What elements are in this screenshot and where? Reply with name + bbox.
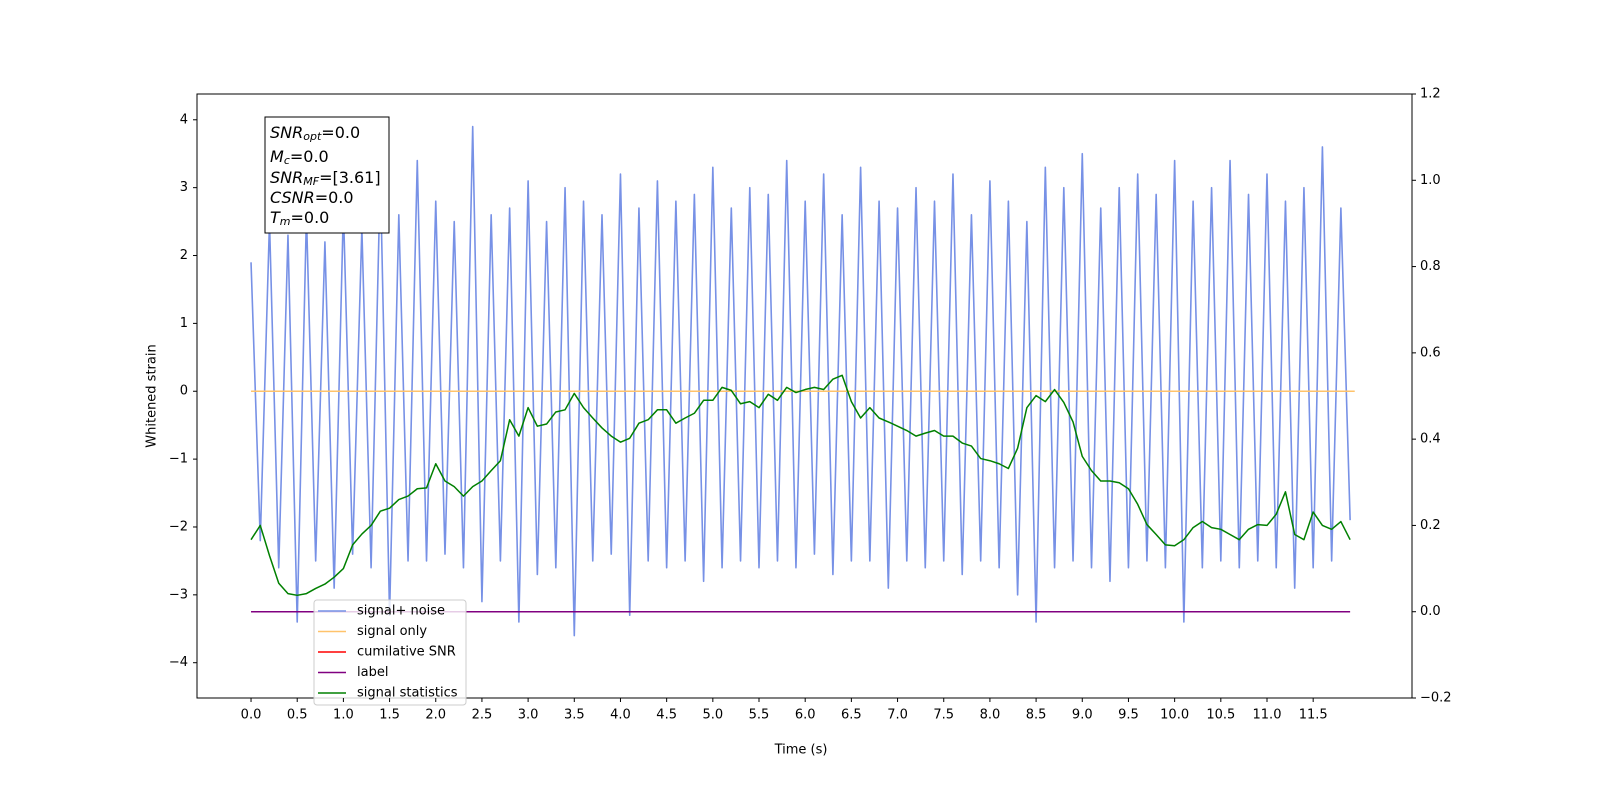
y2-tick-label: 1.2 bbox=[1420, 87, 1441, 102]
y2-tick-label: 0.6 bbox=[1420, 345, 1441, 360]
y-tick-label: −2 bbox=[169, 519, 188, 534]
axes-frame bbox=[196, 93, 1413, 699]
x-tick-label: 6.0 bbox=[795, 708, 816, 723]
annotation-symbol: CSNR bbox=[270, 188, 315, 207]
annotation-subscript: MF bbox=[303, 175, 319, 188]
legend: signal+ noise signal only cumilative SNR la… bbox=[313, 599, 467, 706]
x-tick-label: 4.0 bbox=[610, 708, 631, 723]
legend-label: signal only bbox=[357, 624, 427, 639]
x-axis-label: Time (s) bbox=[774, 743, 828, 758]
y2-tick-label: 0.4 bbox=[1420, 432, 1441, 447]
x-tick-label: 10.0 bbox=[1160, 708, 1189, 723]
x-tick-label: 2.5 bbox=[472, 708, 493, 723]
annotation-subscript: opt bbox=[303, 130, 322, 143]
x-tick-label: 4.5 bbox=[656, 708, 677, 723]
annotation-value: =0.0 bbox=[315, 188, 354, 207]
annotation-line: Mc=0.0 bbox=[270, 147, 329, 168]
annotation-subscript: m bbox=[280, 215, 291, 228]
x-tick-label: 9.5 bbox=[1118, 708, 1139, 723]
x-tick-label: 1.0 bbox=[333, 708, 354, 723]
annotation-value: =[3.61] bbox=[319, 168, 381, 187]
annotation-line: Tm=0.0 bbox=[270, 208, 329, 229]
annotation-symbol: SNR bbox=[270, 123, 303, 142]
x-tick-label: 9.0 bbox=[1072, 708, 1093, 723]
y-tick-label: 4 bbox=[180, 112, 188, 127]
y2-tick-label: 0.8 bbox=[1420, 259, 1441, 274]
legend-label: cumilative SNR bbox=[357, 645, 456, 660]
x-tick-label: 11.5 bbox=[1299, 708, 1328, 723]
x-tick-label: 3.5 bbox=[564, 708, 585, 723]
x-tick-label: 0.0 bbox=[241, 708, 262, 723]
x-tick-label: 8.5 bbox=[1026, 708, 1047, 723]
y-tick-label: 2 bbox=[180, 248, 188, 263]
x-tick-label: 5.5 bbox=[749, 708, 770, 723]
annotation-subscript: c bbox=[284, 154, 290, 167]
legend-label: signal+ noise bbox=[357, 604, 445, 619]
annotation-line: CSNR=0.0 bbox=[270, 188, 354, 207]
y-tick-label: 3 bbox=[180, 180, 188, 195]
x-tick-label: 0.5 bbox=[287, 708, 308, 723]
x-tick-label: 11.0 bbox=[1253, 708, 1282, 723]
x-tick-label: 10.5 bbox=[1206, 708, 1235, 723]
y2-tick-label: 1.0 bbox=[1420, 173, 1441, 188]
series-line bbox=[250, 374, 1351, 597]
x-tick-label: 3.0 bbox=[518, 708, 539, 723]
x-tick-label: 7.5 bbox=[933, 708, 954, 723]
y2-tick-label: 0.2 bbox=[1420, 518, 1441, 533]
annotation-symbol: M bbox=[270, 147, 284, 166]
series-line bbox=[250, 125, 1351, 637]
legend-label: signal statistics bbox=[357, 686, 458, 701]
annotation-line: SNRMF=[3.61] bbox=[270, 168, 381, 189]
x-tick-label: 5.0 bbox=[702, 708, 723, 723]
annotation-value: =0.0 bbox=[291, 208, 330, 227]
x-tick-label: 8.0 bbox=[980, 708, 1001, 723]
annotation-box: SNRopt=0.0Mc=0.0SNRMF=[3.61]CSNR=0.0Tm=0… bbox=[264, 116, 390, 234]
x-tick-label: 2.0 bbox=[425, 708, 446, 723]
legend-frame bbox=[313, 599, 467, 706]
annotation-symbol: T bbox=[270, 208, 281, 227]
y-tick-label: −1 bbox=[169, 452, 188, 467]
y-tick-label: −3 bbox=[169, 587, 188, 602]
x-tick-label: 7.0 bbox=[887, 708, 908, 723]
annotation-line: SNRopt=0.0 bbox=[270, 123, 360, 144]
y-tick-label: −4 bbox=[169, 655, 188, 670]
annotation-value: =0.0 bbox=[321, 123, 360, 142]
y2-tick-label: 0.0 bbox=[1420, 604, 1441, 619]
y2-tick-label: −0.2 bbox=[1420, 691, 1452, 706]
legend-label: label bbox=[357, 665, 388, 680]
x-tick-label: 1.5 bbox=[379, 708, 400, 723]
annotation-frame bbox=[264, 116, 390, 234]
y-tick-label: 0 bbox=[180, 384, 188, 399]
x-tick-label: 6.5 bbox=[841, 708, 862, 723]
annotation-value: =0.0 bbox=[290, 147, 329, 166]
annotation-symbol: SNR bbox=[270, 168, 303, 187]
y-axis-label: Whitened strain bbox=[145, 344, 160, 447]
y-tick-label: 1 bbox=[180, 316, 188, 331]
